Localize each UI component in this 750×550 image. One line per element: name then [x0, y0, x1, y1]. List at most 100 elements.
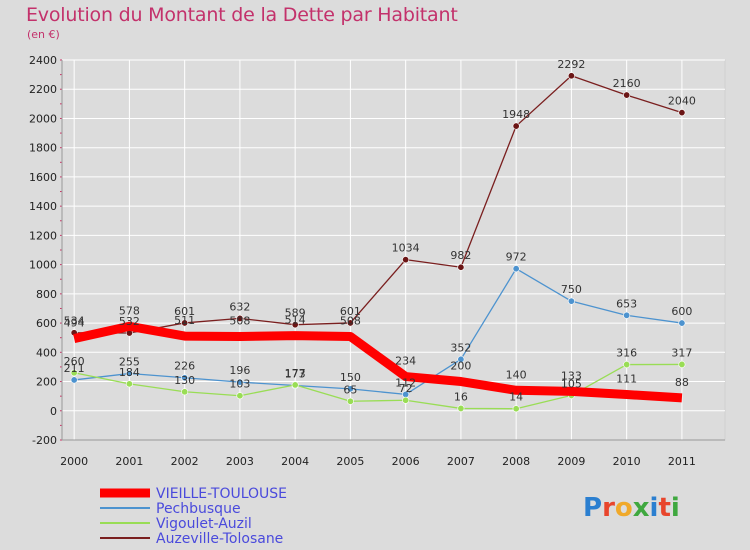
data-label: 534	[64, 315, 85, 328]
x-tick-label: 2007	[447, 455, 475, 468]
data-label: 72	[399, 382, 413, 395]
data-point	[457, 355, 465, 363]
data-label: 184	[119, 366, 140, 379]
data-label: 508	[340, 315, 361, 328]
legend-label: Pechbusque	[156, 501, 241, 517]
data-label: 173	[285, 367, 306, 380]
data-label: 2040	[668, 95, 696, 108]
x-tick-label: 2000	[60, 455, 88, 468]
data-point	[512, 405, 520, 413]
data-point	[70, 376, 78, 384]
y-tick-label: 0	[50, 405, 57, 418]
y-tick-label: 200	[36, 376, 57, 389]
y-tick-label: 2000	[29, 112, 57, 125]
data-point	[623, 361, 631, 369]
data-label: 532	[119, 315, 140, 328]
data-point	[567, 72, 575, 80]
y-tick-label: 1400	[29, 200, 57, 213]
data-label: 601	[340, 305, 361, 318]
data-label: 130	[174, 374, 195, 387]
y-tick-label: 1000	[29, 259, 57, 272]
y-tick-label: 1800	[29, 142, 57, 155]
data-label: 653	[616, 297, 637, 310]
data-label: 150	[340, 371, 361, 384]
data-point	[678, 109, 686, 117]
legend: VIEILLE-TOULOUSEPechbusqueVigoulet-Auzil…	[100, 486, 287, 547]
data-label: 65	[343, 383, 357, 396]
x-tick-label: 2003	[226, 455, 254, 468]
data-label: 514	[285, 314, 306, 327]
data-point	[291, 321, 299, 329]
data-label: 112	[395, 376, 416, 389]
data-point	[678, 360, 686, 368]
data-label: 88	[675, 376, 689, 389]
data-point	[181, 388, 189, 396]
y-tick-label: 1600	[29, 171, 57, 184]
series-line-1	[74, 268, 682, 396]
data-label: 196	[229, 364, 250, 377]
legend-label: Vigoulet-Auzil	[156, 516, 252, 532]
data-label: 260	[64, 355, 85, 368]
data-label: 133	[561, 369, 582, 382]
proxiti-logo: Proxiti	[583, 493, 680, 523]
x-tick-label: 2010	[613, 455, 641, 468]
data-point	[623, 91, 631, 99]
data-label: 255	[119, 356, 140, 369]
data-label: 105	[561, 377, 582, 390]
data-label: 200	[450, 360, 471, 373]
chart-title: Evolution du Montant de la Dette par Hab…	[26, 4, 458, 26]
y-tick-label: 2400	[29, 54, 57, 67]
data-label: 578	[119, 304, 140, 317]
y-tick-label: 1200	[29, 229, 57, 242]
data-label: 211	[64, 362, 85, 375]
data-point	[346, 397, 354, 405]
x-tick-label: 2004	[281, 455, 309, 468]
x-tick-label: 2001	[115, 455, 143, 468]
series-line-2	[74, 363, 682, 410]
x-tick-label: 2011	[668, 455, 696, 468]
data-label: 103	[229, 378, 250, 391]
data-label: 632	[229, 300, 250, 313]
data-label: 234	[395, 355, 416, 368]
data-point	[181, 319, 189, 327]
y-tick-label: -200	[32, 434, 57, 447]
data-label: 316	[616, 347, 637, 360]
data-point	[181, 374, 189, 382]
data-label: 511	[174, 314, 195, 327]
data-label: 601	[174, 305, 195, 318]
data-label: 1948	[502, 108, 530, 121]
y-tick-label: 600	[36, 317, 57, 330]
data-point	[125, 369, 133, 377]
x-tick-label: 2002	[171, 455, 199, 468]
x-tick-label: 2006	[392, 455, 420, 468]
data-label: 508	[229, 315, 250, 328]
y-tick-label: 800	[36, 288, 57, 301]
data-point	[346, 385, 354, 393]
data-point	[402, 396, 410, 404]
data-point	[623, 311, 631, 319]
data-point	[567, 297, 575, 305]
data-label: 14	[509, 391, 523, 404]
legend-label: Auzeville-Tolosane	[156, 531, 283, 547]
series-line-3	[74, 75, 683, 334]
data-point	[512, 265, 520, 273]
data-label: 600	[671, 305, 692, 318]
data-label: 750	[561, 283, 582, 296]
data-point	[70, 369, 78, 377]
data-label: 317	[671, 346, 692, 359]
data-label: 16	[454, 390, 468, 403]
data-point	[346, 319, 354, 327]
data-label: 226	[174, 360, 195, 373]
series-layer	[70, 72, 686, 413]
data-label: 177	[285, 367, 306, 380]
data-point	[291, 381, 299, 389]
data-label: 352	[450, 341, 471, 354]
data-label: 1034	[392, 242, 420, 255]
axes: -200 0 200 400 600 800 1000 1200 1400 1600 1800 200…	[29, 54, 725, 468]
data-point	[457, 263, 465, 271]
data-label: 2160	[613, 77, 641, 90]
legend-label: VIEILLE-TOULOUSE	[156, 486, 287, 502]
data-label: 2292	[557, 58, 585, 71]
